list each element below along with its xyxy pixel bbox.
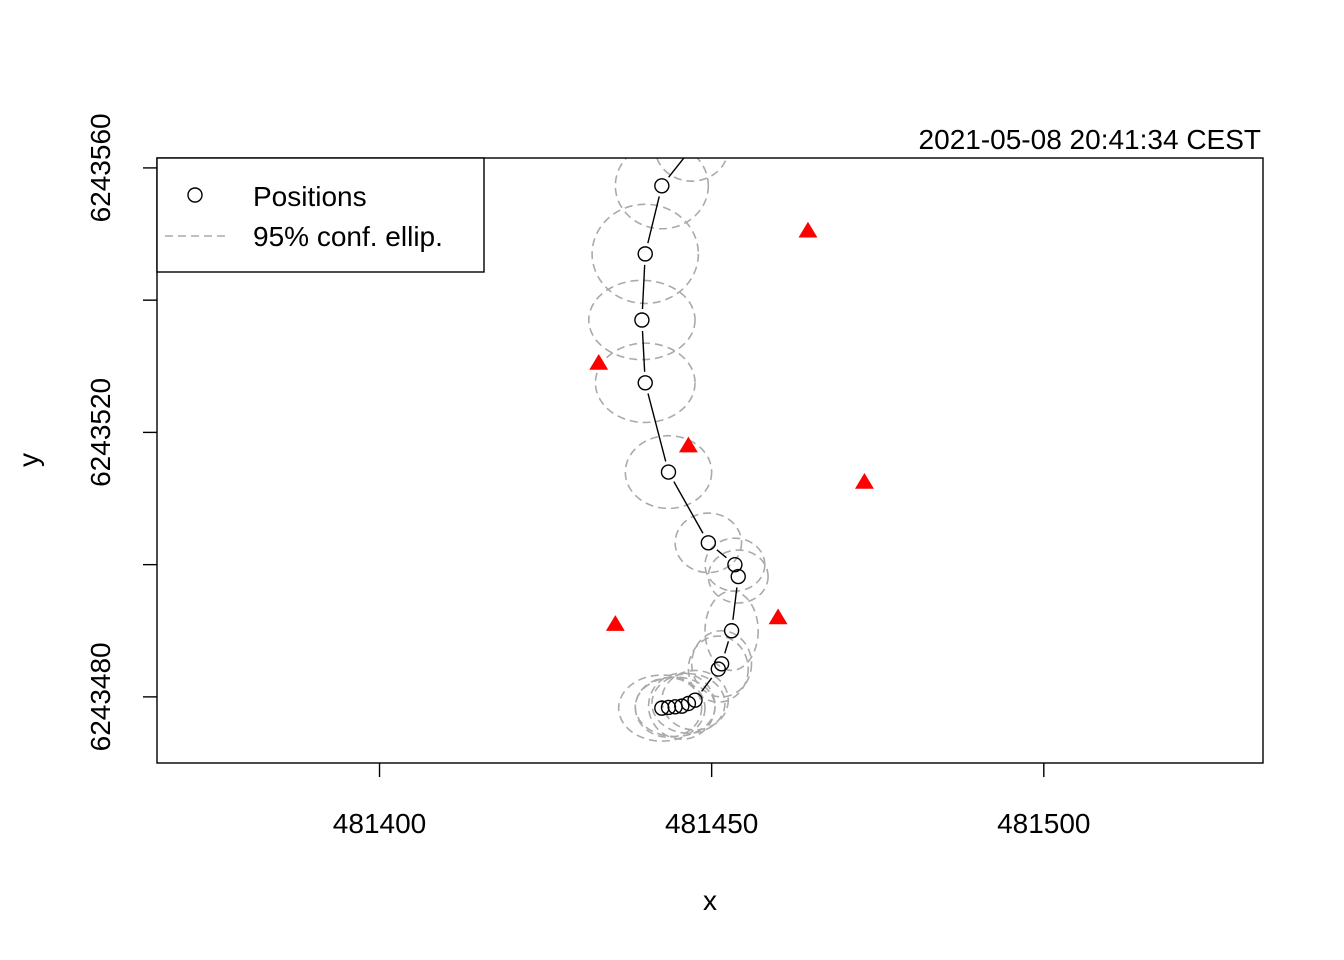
track-segment-5 (647, 393, 667, 462)
legend: Positions 95% conf. ellip. (156, 157, 485, 273)
y-tick-label-3: 6243520 (85, 378, 116, 487)
confidence-ellipse-13 (661, 669, 730, 731)
legend-entry-ellipses: 95% conf. ellip. (253, 221, 443, 252)
x-tick-label-2: 481450 (665, 808, 758, 839)
confidence-ellipse-2 (614, 158, 710, 230)
receiver-triangle-2 (589, 353, 609, 370)
position-point-6 (660, 464, 677, 480)
legend-entry-positions: Positions (253, 181, 367, 212)
position-point-10 (723, 623, 740, 639)
track-segment-6 (673, 481, 704, 534)
x-axis: 481400 481450 481500 (333, 763, 1091, 839)
receiver-triangle-3 (678, 436, 698, 453)
position-point-8 (727, 556, 743, 573)
legend-box (156, 157, 485, 273)
track-segment-3 (641, 264, 646, 310)
position-point-12 (710, 661, 727, 677)
x-tick-label-1: 481400 (333, 808, 426, 839)
x-tick-label-3: 481500 (997, 808, 1090, 839)
confidence-ellipse-9 (707, 549, 769, 604)
track-segment-7 (716, 549, 727, 559)
receiver-triangle-5 (768, 608, 788, 625)
confidence-ellipse-1 (656, 158, 728, 182)
confidence-ellipse-15 (647, 672, 716, 740)
track-segment-9 (732, 587, 738, 620)
y-tick-label-5: 6243560 (85, 113, 116, 222)
position-point-17 (660, 699, 677, 716)
confidence-ellipse-6 (624, 434, 713, 510)
confidence-ellipse-4 (587, 279, 696, 361)
track-segment-10 (724, 641, 730, 654)
receiver-triangle-1 (798, 221, 818, 238)
y-axis: 6243480 6243520 6243560 (85, 113, 157, 751)
position-point-9 (730, 568, 746, 585)
legend-circle-symbol (187, 187, 203, 203)
confidence-ellipse-10 (704, 590, 759, 672)
y-axis-title: y (13, 453, 44, 467)
position-point-2 (654, 178, 670, 194)
position-point-7 (700, 535, 717, 551)
plot-frame (156, 157, 1264, 764)
track-segment-1 (668, 158, 685, 178)
confidence-ellipse-3 (591, 203, 700, 305)
y-tick-label-1: 6243480 (85, 642, 116, 751)
position-point-1 (685, 141, 699, 155)
receiver-triangle-4 (854, 472, 874, 489)
track-segment-12 (701, 677, 713, 692)
position-point-4 (634, 312, 650, 328)
position-point-5 (637, 375, 653, 391)
confidence-ellipse-11 (690, 629, 753, 698)
confidence-ellipse-5 (594, 342, 696, 424)
confidence-ellipse-18 (617, 674, 706, 742)
track-segment-4 (641, 330, 646, 372)
position-point-3 (637, 246, 653, 262)
track-segment-2 (647, 196, 660, 244)
position-point-18 (654, 700, 670, 716)
confidence-ellipse-7 (674, 512, 743, 574)
confidence-ellipse-17 (634, 676, 703, 739)
timestamp-label: 2021-05-08 20:41:34 CEST (919, 124, 1261, 155)
x-axis-title: x (703, 885, 717, 916)
receiver-triangle-6 (605, 615, 625, 631)
confidence-ellipse-12 (687, 635, 749, 703)
